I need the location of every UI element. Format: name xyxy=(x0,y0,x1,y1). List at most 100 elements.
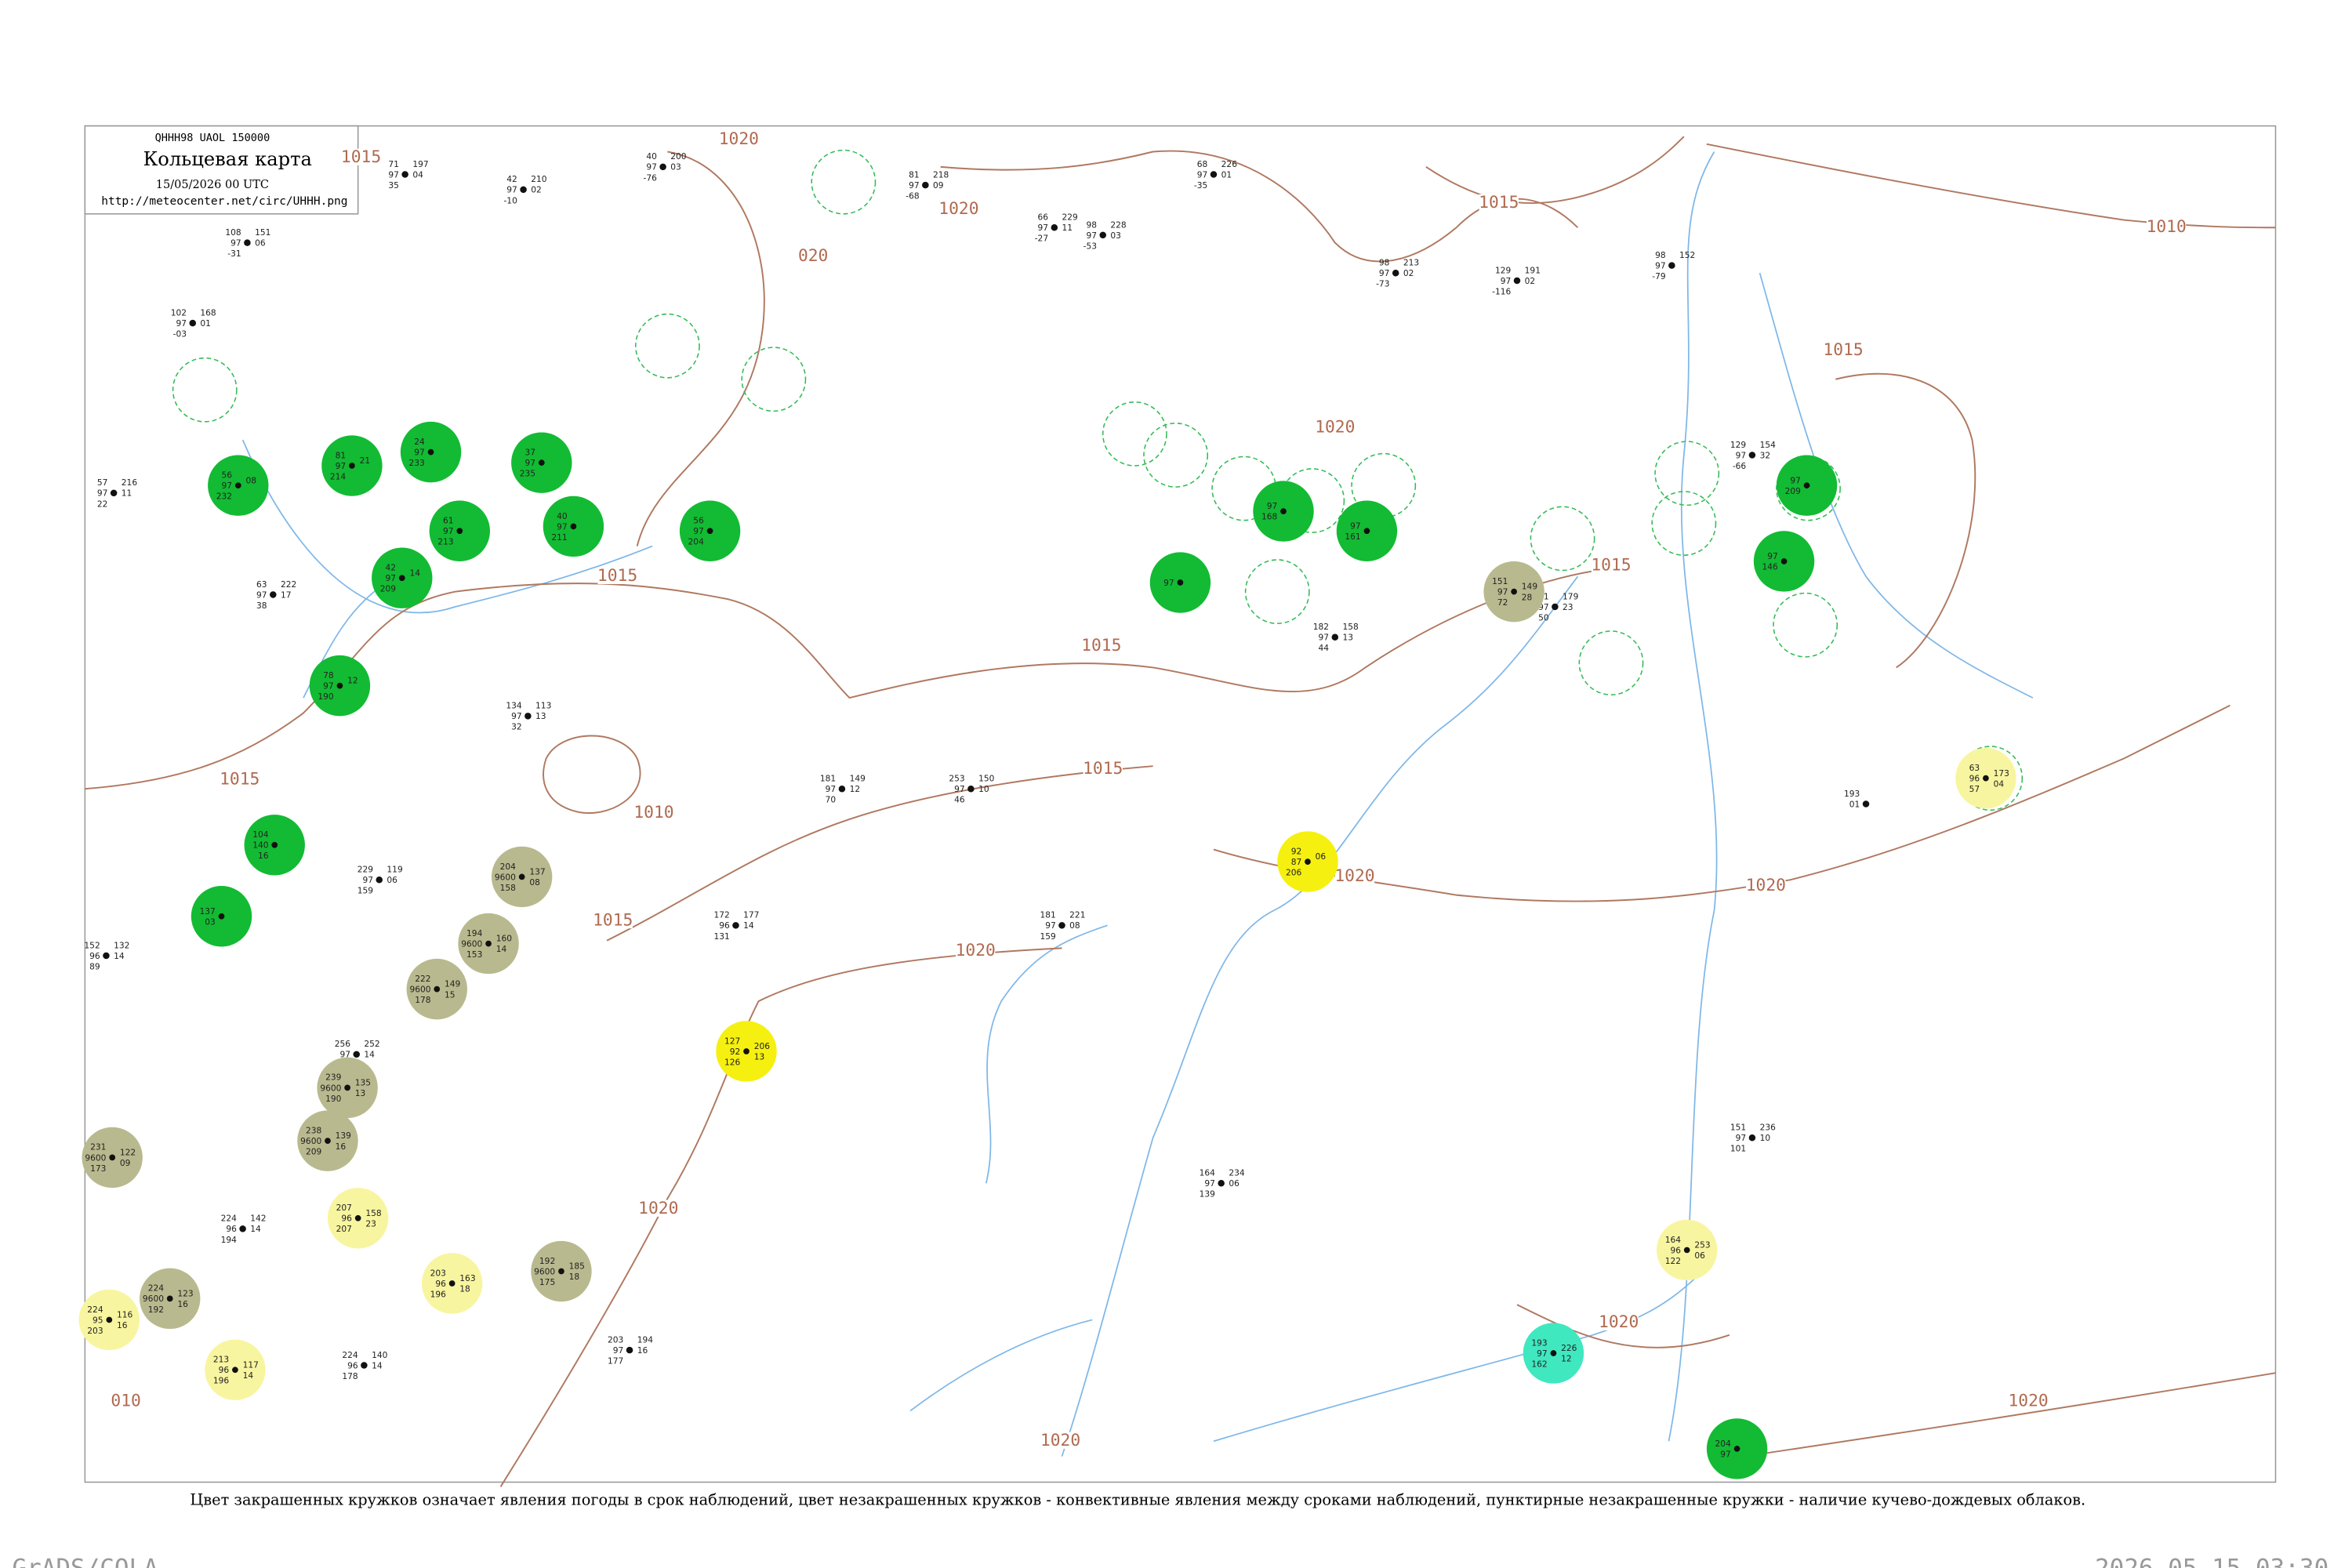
station-value: -35 xyxy=(1194,180,1207,191)
station-value: 14 xyxy=(496,944,507,954)
station-value: 16 xyxy=(637,1345,648,1356)
station-value: 81 xyxy=(909,169,920,180)
station-value: 116 xyxy=(117,1310,133,1320)
station-marker xyxy=(1552,603,1559,611)
station-marker xyxy=(1513,277,1521,285)
station-value: 139 xyxy=(1200,1189,1216,1200)
station-value: 14 xyxy=(250,1224,261,1234)
station-marker xyxy=(1683,1247,1690,1254)
station-marker xyxy=(626,1346,633,1354)
station-value: 97 xyxy=(511,711,522,721)
station-value: 206 xyxy=(1286,867,1302,877)
station-value: 173 xyxy=(90,1163,106,1174)
isobar-label: 010 xyxy=(111,1392,140,1411)
station-value: 97 xyxy=(230,238,241,248)
station-marker xyxy=(106,1316,113,1323)
isobar-label-bg xyxy=(793,247,833,264)
station-value: -10 xyxy=(503,195,517,205)
station-value: 37 xyxy=(525,448,536,458)
station-value: 06 xyxy=(255,238,266,248)
isobar-label-bg xyxy=(1599,1313,1639,1330)
station-value: 03 xyxy=(1110,230,1121,241)
station-value: -53 xyxy=(1083,241,1097,251)
isobar-label-bg xyxy=(1334,867,1375,885)
station-value: 32 xyxy=(1760,450,1771,460)
station-value: 97 xyxy=(386,573,397,583)
station-value: 193 xyxy=(1531,1338,1547,1348)
cb-circle xyxy=(1578,630,1644,696)
station-value: 68 xyxy=(1197,159,1208,169)
isobar-label-bg xyxy=(1083,760,1123,777)
station-marker xyxy=(427,448,434,456)
station-value: 97 xyxy=(222,481,233,491)
station-marker xyxy=(456,528,463,535)
station-value: 11 xyxy=(1062,223,1073,233)
station-value: 211 xyxy=(551,532,567,543)
station-value: 13 xyxy=(1342,633,1353,643)
station-value: 164 xyxy=(1665,1235,1682,1245)
station-value: 235 xyxy=(520,469,535,479)
cb-circle xyxy=(172,357,238,423)
station-value: 192 xyxy=(148,1305,164,1315)
station-marker xyxy=(1051,223,1058,231)
isobar-label: 1015 xyxy=(593,910,633,930)
station-value: 196 xyxy=(430,1289,447,1299)
station-value: 28 xyxy=(1522,592,1533,602)
isobar-label: 1020 xyxy=(1746,876,1786,895)
station-value: 97 xyxy=(1501,276,1512,286)
station-value: 97 xyxy=(362,875,373,885)
station-value: 97 xyxy=(176,318,187,328)
station-value: 61 xyxy=(443,516,454,526)
station-value: 92 xyxy=(730,1047,741,1057)
station-marker xyxy=(401,171,408,178)
station-value: -31 xyxy=(227,249,241,259)
station-value: 97 xyxy=(1197,169,1208,180)
station-value: 137 xyxy=(529,867,545,877)
station-value: 102 xyxy=(171,307,187,318)
station-value: 9600 xyxy=(461,938,482,949)
station-value: 14 xyxy=(364,1050,375,1060)
station-value: 190 xyxy=(318,691,334,702)
isobar-label-bg xyxy=(341,148,381,165)
station-value: 123 xyxy=(177,1288,193,1298)
isobar-label-bg xyxy=(106,1392,146,1410)
station-value: 9600 xyxy=(320,1083,341,1093)
station-value: 66 xyxy=(1038,212,1049,223)
station-value: 209 xyxy=(380,584,397,594)
station-value: 14 xyxy=(372,1360,383,1370)
station-value: 163 xyxy=(459,1273,475,1283)
station-value: 16 xyxy=(177,1299,188,1309)
station-value: 57 xyxy=(97,477,108,488)
station-value: 03 xyxy=(205,916,216,927)
station-value: 158 xyxy=(500,883,517,893)
station-value: 224 xyxy=(148,1283,165,1294)
station-value: 92 xyxy=(1291,846,1302,856)
isobar-label-bg xyxy=(956,942,996,959)
isobar-label-bg xyxy=(1315,419,1355,436)
station-value: 233 xyxy=(409,458,425,468)
station-value: 96 xyxy=(1670,1245,1681,1255)
station-value: 158 xyxy=(1342,622,1359,632)
station-marker xyxy=(1331,633,1339,641)
station-value: 9600 xyxy=(300,1136,321,1146)
station-marker xyxy=(1803,482,1810,489)
station-value: 81 xyxy=(336,450,347,460)
isobars xyxy=(85,136,2276,1487)
station-value: -03 xyxy=(173,329,187,339)
station-value: 01 xyxy=(1849,799,1860,809)
isobar-label: 1020 xyxy=(1040,1431,1080,1450)
station-value: 89 xyxy=(89,961,100,971)
station-value: 213 xyxy=(213,1355,229,1365)
station-marker xyxy=(353,1051,360,1058)
station-value: -79 xyxy=(1652,271,1666,281)
isobar-label-bg xyxy=(1823,341,1864,358)
station-value: 151 xyxy=(1730,1123,1746,1133)
station-marker xyxy=(706,528,713,535)
isobar-label: 1015 xyxy=(341,147,381,167)
station-marker xyxy=(189,319,197,327)
station-value: 15 xyxy=(445,989,456,1000)
station-value: 229 xyxy=(358,865,374,875)
station-value: 57 xyxy=(1969,784,1980,794)
station-value: 231 xyxy=(90,1142,106,1152)
station-value: 09 xyxy=(933,180,944,191)
